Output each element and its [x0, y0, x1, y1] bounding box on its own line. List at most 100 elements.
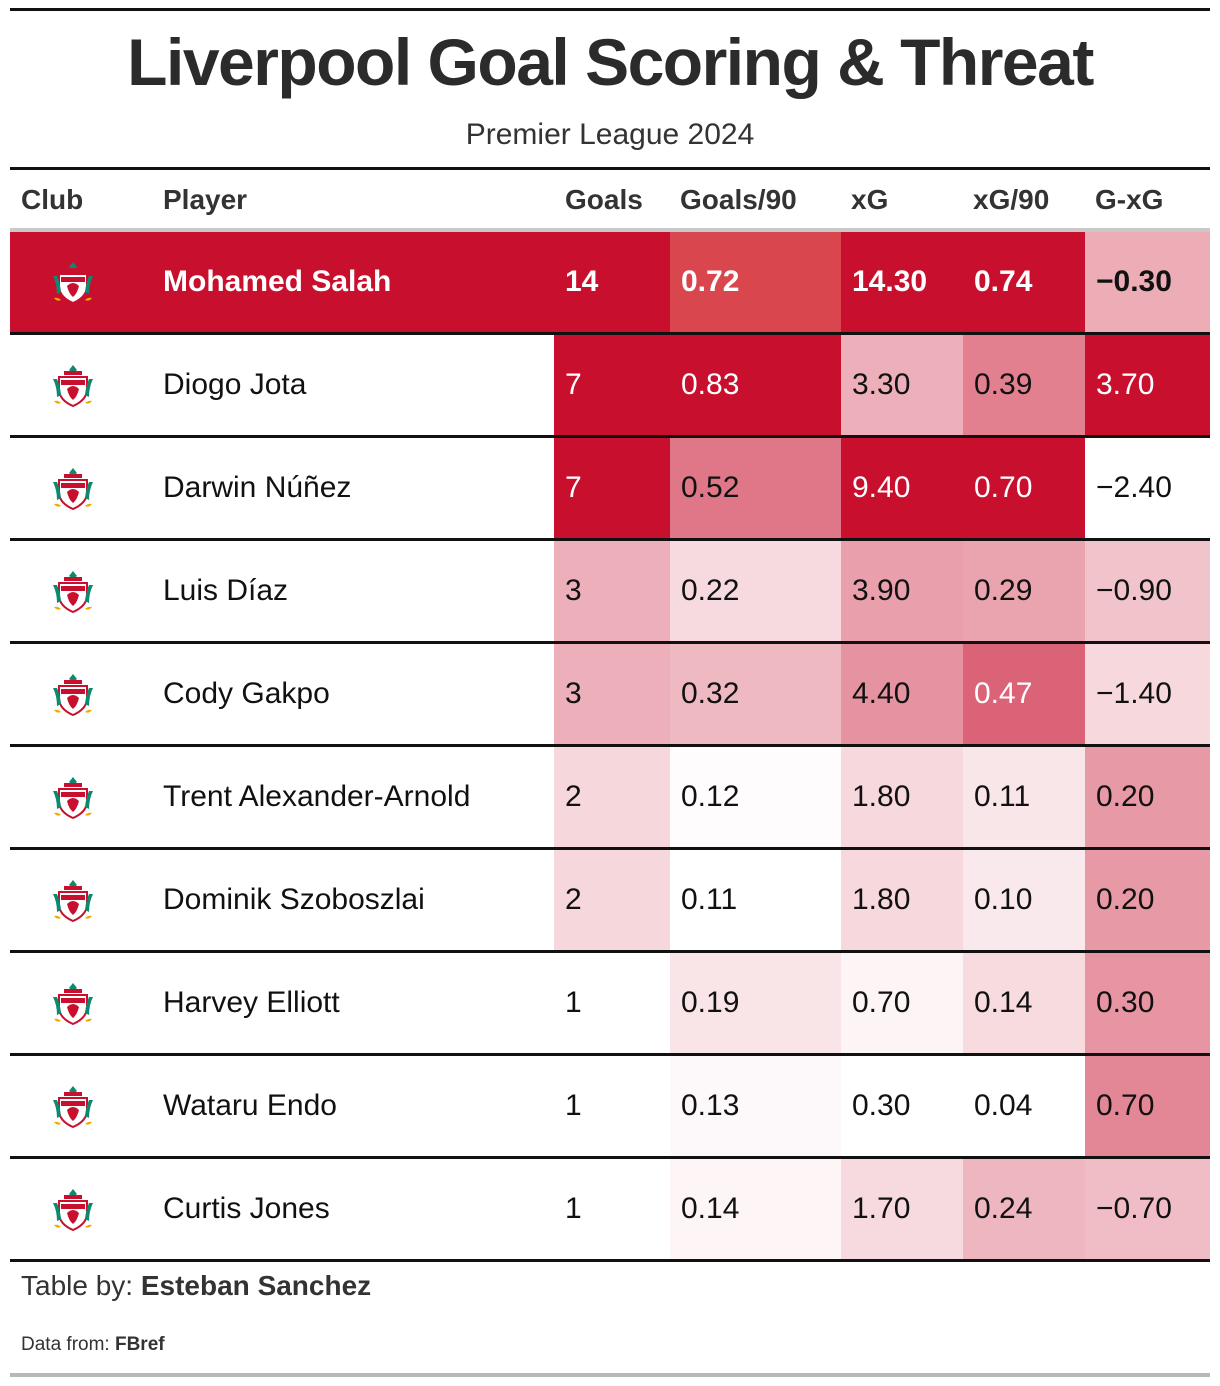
- footer-credit-name: Esteban Sanchez: [140, 1270, 372, 1301]
- cell-value-xg90: 0.29: [974, 574, 1033, 607]
- cell-value-goals90: 0.83: [681, 368, 740, 401]
- cell-value-xg90: 0.39: [974, 368, 1033, 401]
- cell-goals90: 0.72: [670, 232, 841, 332]
- table-row: Curtis Jones 1 0.14 1.70 0.24 −0.70: [10, 1159, 1210, 1262]
- cell-gxg: −1.40: [1085, 644, 1210, 744]
- row-divider: [10, 744, 1210, 747]
- cell-value-gxg: 0.70: [1096, 1089, 1155, 1122]
- cell-value-xg: 9.40: [852, 471, 911, 504]
- cell-goals90: 0.22: [670, 541, 841, 641]
- cell-value-xg: 0.30: [852, 1089, 911, 1122]
- cell-xg: 14.30: [841, 232, 963, 332]
- cell-value-gxg: −0.70: [1096, 1192, 1172, 1225]
- cell-goals: 7: [554, 438, 670, 538]
- cell-value-xg90: 0.10: [974, 883, 1033, 916]
- cell-gxg: 0.20: [1085, 747, 1210, 847]
- cell-xg: 1.70: [841, 1159, 963, 1259]
- cell-value-xg90: 0.04: [974, 1089, 1033, 1122]
- cell-value-goals: 1: [565, 1089, 582, 1122]
- cell-goals90: 0.19: [670, 953, 841, 1053]
- cell-gxg: 0.20: [1085, 850, 1210, 950]
- row-divider: [10, 641, 1210, 644]
- cell-value-gxg: 3.70: [1096, 368, 1155, 401]
- row-divider: [10, 1259, 1210, 1262]
- cell-value-gxg: 0.20: [1096, 780, 1155, 813]
- column-header-player: Player: [163, 184, 248, 215]
- cell-value-xg: 3.90: [852, 574, 911, 607]
- row-divider: [10, 1053, 1210, 1056]
- bottom-rule: [10, 1373, 1210, 1377]
- cell-gxg: −0.70: [1085, 1159, 1210, 1259]
- cell-goals90: 0.83: [670, 335, 841, 435]
- cell-xg90: 0.47: [963, 644, 1085, 744]
- cell-xg: 3.30: [841, 335, 963, 435]
- cell-xg90: 0.11: [963, 747, 1085, 847]
- table-figure: Liverpool Goal Scoring & Threat Premier …: [10, 0, 1210, 1386]
- cell-value-goals90: 0.52: [681, 471, 740, 504]
- cell-value-gxg: 0.20: [1096, 883, 1155, 916]
- table-row: Harvey Elliott 1 0.19 0.70 0.14 0.30: [10, 953, 1210, 1056]
- row-divider: [10, 950, 1210, 953]
- column-header-xg: xG: [851, 184, 889, 215]
- cell-xg90: 0.10: [963, 850, 1085, 950]
- cell-goals90: 0.14: [670, 1159, 841, 1259]
- cell-goals90: 0.12: [670, 747, 841, 847]
- cell-value-goals: 2: [565, 883, 582, 916]
- cell-gxg: −0.90: [1085, 541, 1210, 641]
- liverpool-crest-icon: [50, 363, 96, 409]
- footer-credit: Table by: Esteban Sanchez: [21, 1270, 371, 1302]
- cell-xg: 0.30: [841, 1056, 963, 1156]
- table-row: Diogo Jota 7 0.83 3.30 0.39 3.70: [10, 335, 1210, 438]
- player-name: Dominik Szoboszlai: [163, 883, 425, 916]
- cell-value-gxg: −0.90: [1096, 574, 1172, 607]
- footer-source: Data from: FBref: [21, 1334, 165, 1356]
- row-divider: [10, 847, 1210, 850]
- cell-gxg: −2.40: [1085, 438, 1210, 538]
- cell-goals90: 0.11: [670, 850, 841, 950]
- cell-value-goals90: 0.72: [681, 265, 740, 298]
- header-top-rule: [10, 167, 1210, 170]
- cell-gxg: −0.30: [1085, 232, 1210, 332]
- player-name: Luis Díaz: [163, 574, 289, 607]
- table-row: Luis Díaz 3 0.22 3.90 0.29 −0.90: [10, 541, 1210, 644]
- liverpool-crest-icon: [50, 878, 96, 924]
- liverpool-crest-icon: [50, 260, 96, 306]
- cell-goals: 1: [554, 1159, 670, 1259]
- cell-value-xg: 1.80: [852, 883, 911, 916]
- cell-gxg: 0.30: [1085, 953, 1210, 1053]
- footer-source-name: FBref: [114, 1334, 165, 1355]
- cell-goals: 2: [554, 850, 670, 950]
- cell-value-xg90: 0.11: [974, 780, 1031, 813]
- cell-value-goals: 2: [565, 780, 582, 813]
- cell-value-gxg: −1.40: [1096, 677, 1172, 710]
- table-row: Cody Gakpo 3 0.32 4.40 0.47 −1.40: [10, 644, 1210, 747]
- row-divider: [10, 332, 1210, 335]
- column-header-club: Club: [21, 184, 84, 215]
- cell-value-gxg: −2.40: [1096, 471, 1172, 504]
- cell-goals: 1: [554, 953, 670, 1053]
- table-row: Mohamed Salah 14 0.72 14.30 0.74 −0.30: [10, 232, 1210, 335]
- cell-value-goals90: 0.19: [681, 986, 740, 1019]
- row-divider: [10, 538, 1210, 541]
- cell-value-xg90: 0.74: [974, 265, 1033, 298]
- player-name: Diogo Jota: [163, 368, 307, 401]
- cell-xg: 4.40: [841, 644, 963, 744]
- liverpool-crest-icon: [50, 981, 96, 1027]
- player-name: Harvey Elliott: [163, 986, 340, 1019]
- cell-goals: 7: [554, 335, 670, 435]
- liverpool-crest-icon: [50, 569, 96, 615]
- cell-xg: 9.40: [841, 438, 963, 538]
- cell-value-xg: 4.40: [852, 677, 911, 710]
- player-name: Wataru Endo: [163, 1089, 337, 1122]
- cell-gxg: 3.70: [1085, 335, 1210, 435]
- cell-xg: 0.70: [841, 953, 963, 1053]
- cell-value-goals90: 0.11: [681, 883, 738, 916]
- cell-value-goals90: 0.14: [681, 1192, 740, 1225]
- cell-goals90: 0.32: [670, 644, 841, 744]
- column-header-row: Club Player Goals Goals/90 xG xG/90 G-xG: [10, 170, 1210, 228]
- cell-xg: 1.80: [841, 850, 963, 950]
- column-header-goals: Goals: [565, 184, 643, 215]
- cell-xg90: 0.70: [963, 438, 1085, 538]
- cell-gxg: 0.70: [1085, 1056, 1210, 1156]
- cell-goals90: 0.52: [670, 438, 841, 538]
